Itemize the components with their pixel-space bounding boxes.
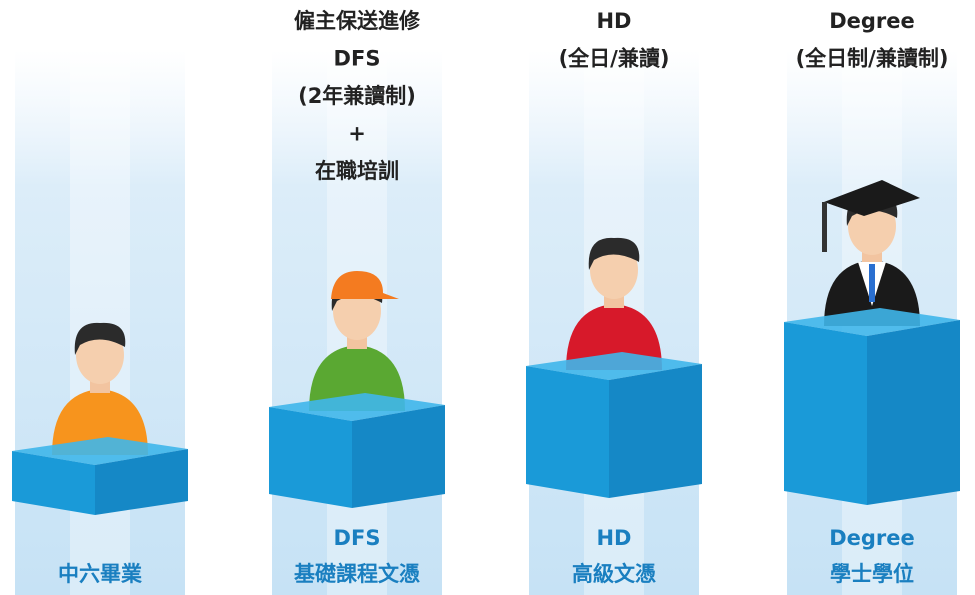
top-label: HD <box>596 9 631 33</box>
bottom-label: 基礎課程文憑 <box>294 562 420 586</box>
top-label: 在職培訓 <box>315 159 399 183</box>
cube-right <box>609 364 702 498</box>
cube-left <box>784 322 867 505</box>
tassel <box>822 202 827 252</box>
top-label: + <box>348 122 366 146</box>
top-label: (2年兼讀制) <box>298 84 416 108</box>
career-path-diagram: 中六畢業 僱主保送進修 DFS (2年兼讀制) + 在職培訓 DFS 基礎課程文憑 HD (全日/… <box>0 0 975 595</box>
cube-left <box>526 366 609 498</box>
top-label: (全日制/兼讀制) <box>796 47 949 71</box>
top-label: 僱主保送進修 <box>294 9 421 33</box>
bottom-label: Degree <box>829 526 915 550</box>
bottom-label: 高級文憑 <box>572 562 656 586</box>
bottom-label: 學士學位 <box>830 562 914 586</box>
cube-left <box>269 407 352 508</box>
top-label: (全日/兼讀) <box>559 47 670 71</box>
bottom-label: HD <box>596 526 631 550</box>
bottom-label: DFS <box>334 526 381 550</box>
tie <box>869 264 875 302</box>
cube-right <box>867 320 960 505</box>
cube-right <box>352 405 445 508</box>
bottom-label: 中六畢業 <box>58 562 143 586</box>
top-label: DFS <box>334 47 381 71</box>
top-label: Degree <box>829 9 915 33</box>
